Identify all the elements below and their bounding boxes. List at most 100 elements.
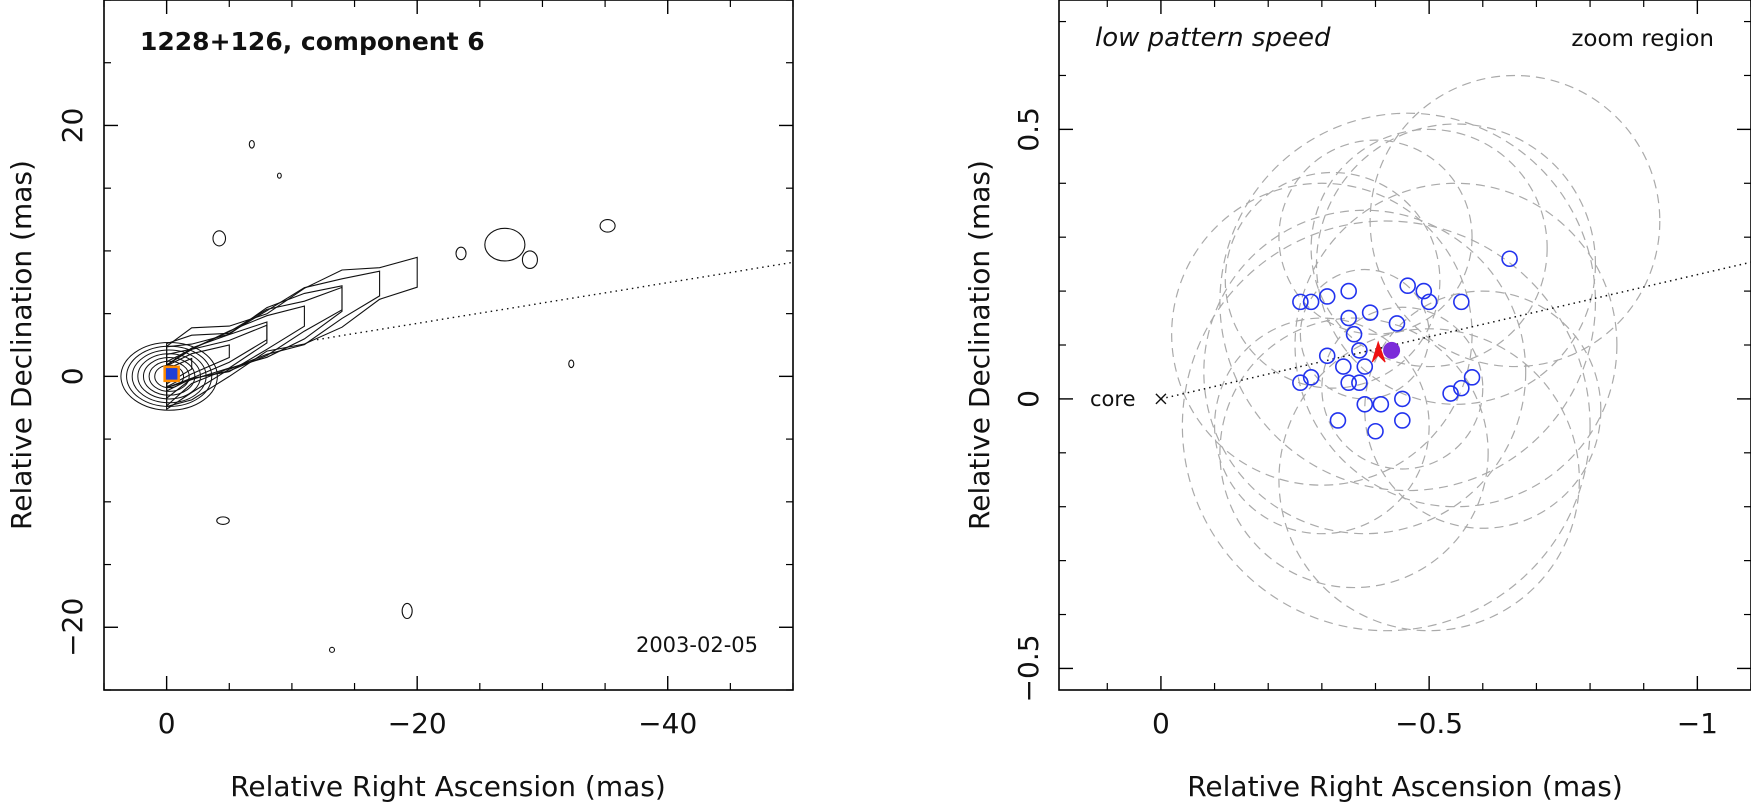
uncertainty-circle bbox=[1310, 128, 1548, 368]
x-tick-label: −1 bbox=[1677, 707, 1718, 740]
position-point bbox=[1453, 379, 1470, 397]
contour-island bbox=[568, 359, 575, 369]
jet-contour bbox=[166, 344, 230, 388]
core-cross bbox=[1155, 393, 1167, 405]
position-point bbox=[1394, 390, 1411, 408]
y-tick-label: 20 bbox=[56, 108, 89, 144]
jet-contour bbox=[166, 324, 268, 389]
core-contour bbox=[126, 345, 213, 407]
position-point bbox=[1302, 369, 1320, 386]
y-tick-label: −20 bbox=[56, 598, 89, 657]
uncertainty-circle bbox=[1213, 317, 1430, 535]
right-y-axis-label: Relative Declination (mas) bbox=[963, 160, 996, 530]
contour-island bbox=[401, 602, 413, 620]
x-tick-label: 0 bbox=[158, 707, 176, 740]
uncertainty-circle bbox=[1219, 112, 1597, 492]
position-point bbox=[1501, 250, 1518, 268]
contour-island bbox=[276, 172, 282, 179]
position-point bbox=[1463, 369, 1481, 386]
right-frame bbox=[1058, 0, 1751, 691]
uncertainty-circle bbox=[1299, 268, 1430, 400]
x-tick-label: −0.5 bbox=[1395, 707, 1463, 740]
uncertainty-circle bbox=[1315, 123, 1597, 405]
position-point bbox=[1340, 282, 1357, 300]
core-contour bbox=[154, 364, 185, 389]
position-point bbox=[1415, 282, 1433, 300]
position-point bbox=[1399, 277, 1416, 295]
position-point bbox=[1345, 325, 1363, 343]
y-tick-label: 0.5 bbox=[1012, 107, 1045, 152]
position-point bbox=[1351, 342, 1368, 359]
left-axis-ticks: 0 −20 −40 −20 0 20 bbox=[56, 0, 794, 740]
uncertainty-circle bbox=[1181, 220, 1591, 632]
position-point bbox=[1335, 358, 1352, 375]
uncertainty-circle bbox=[1364, 290, 1602, 529]
observation-date: 2003-02-05 bbox=[636, 633, 758, 657]
position-point bbox=[1442, 385, 1459, 402]
core-label: core bbox=[1090, 387, 1136, 411]
jet-contour bbox=[166, 270, 381, 411]
position-point bbox=[1356, 358, 1374, 375]
uncertainty-circle bbox=[1203, 209, 1527, 535]
position-point bbox=[1394, 412, 1411, 429]
x-tick-label: 0 bbox=[1152, 707, 1170, 740]
contour-island bbox=[521, 250, 538, 270]
position-point bbox=[1361, 304, 1379, 321]
uncertainty-circle bbox=[1369, 74, 1661, 368]
contour-island bbox=[484, 227, 526, 262]
position-point bbox=[1367, 422, 1384, 440]
position-point bbox=[1292, 374, 1309, 392]
left-y-axis-label: Relative Declination (mas) bbox=[5, 160, 38, 530]
position-point bbox=[1318, 347, 1336, 365]
uncertainty-circle bbox=[1224, 171, 1441, 389]
position-point bbox=[1372, 395, 1390, 413]
uncertainty-circle bbox=[1171, 182, 1473, 486]
core-contour bbox=[120, 341, 218, 411]
pattern-speed-marker bbox=[1371, 340, 1386, 363]
uncertainty-circle bbox=[1219, 317, 1489, 589]
right-axis-ticks: 0 −0.5 −1 −0.5 0 0.5 bbox=[1012, 0, 1751, 740]
uncertainty-circle bbox=[1321, 306, 1484, 470]
y-tick-label: −0.5 bbox=[1012, 634, 1045, 702]
position-point bbox=[1302, 293, 1320, 311]
core-contour bbox=[137, 353, 201, 400]
position-point bbox=[1453, 293, 1470, 311]
position-point bbox=[1292, 293, 1309, 311]
position-point bbox=[1356, 395, 1374, 413]
y-tick-label: 0 bbox=[1012, 390, 1045, 408]
uncertainty-circle bbox=[1294, 182, 1618, 508]
uncertainty-circle bbox=[1278, 139, 1473, 335]
position-point bbox=[1318, 288, 1336, 305]
right-panel: 0 −0.5 −1 −0.5 0 0.5 low pattern speed zoom r… bbox=[963, 0, 1751, 803]
zoom-region-label: zoom region bbox=[1571, 26, 1714, 52]
left-frame bbox=[103, 0, 794, 691]
position-point bbox=[1329, 412, 1347, 429]
right-chart-title: low pattern speed bbox=[1095, 23, 1331, 53]
core-contour bbox=[142, 357, 196, 396]
contour-island bbox=[248, 139, 255, 149]
y-tick-label: 0 bbox=[56, 367, 89, 385]
contour-island bbox=[455, 246, 467, 261]
left-x-axis-label: Relative Right Ascension (mas) bbox=[230, 770, 666, 803]
position-point bbox=[1388, 315, 1406, 332]
position-point bbox=[1351, 374, 1368, 392]
jet-contour bbox=[166, 285, 343, 408]
contour-island bbox=[212, 230, 227, 247]
position-point bbox=[1340, 374, 1357, 392]
position-point bbox=[1340, 309, 1357, 327]
left-panel: 0 −20 −40 −20 0 20 1228+126, component 6 2003… bbox=[5, 0, 794, 803]
core-contour bbox=[131, 349, 207, 404]
component-marker bbox=[163, 365, 180, 383]
contour-island bbox=[328, 646, 336, 653]
jet-axis-line bbox=[1160, 261, 1751, 400]
x-tick-label: −20 bbox=[388, 707, 447, 740]
core-contour bbox=[148, 360, 190, 392]
jet-contour bbox=[166, 286, 343, 400]
position-point bbox=[1420, 293, 1438, 311]
contour-island bbox=[599, 218, 616, 233]
contour-island bbox=[216, 516, 230, 525]
left-chart-title: 1228+126, component 6 bbox=[140, 27, 485, 56]
left-plot-area bbox=[120, 139, 794, 653]
mean-position bbox=[1383, 341, 1401, 359]
